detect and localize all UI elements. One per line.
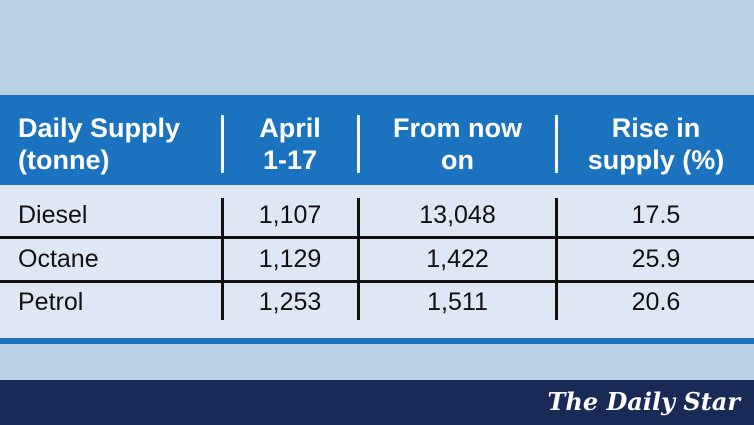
divider-band: [0, 338, 754, 344]
cell: 1,107: [258, 201, 322, 229]
header-cell: Daily Supply (tonne): [18, 112, 218, 176]
header-line: From now: [393, 113, 522, 143]
cell: 1,511: [427, 288, 488, 316]
footer-band: [0, 380, 754, 425]
header-line: 1-17: [262, 145, 318, 175]
logo: The Daily Star: [547, 387, 740, 416]
cell: 1,253: [258, 288, 322, 316]
cell: 1,422: [426, 245, 489, 273]
header-band: [0, 95, 754, 185]
cell: Octane: [18, 245, 99, 273]
header-line: on: [441, 145, 474, 175]
header-line: Daily Supply: [18, 113, 181, 143]
header-line: (tonne): [18, 145, 110, 175]
header-divider: [221, 115, 224, 173]
column-divider: [221, 198, 224, 320]
row-divider: [0, 280, 754, 283]
header-cell: Rise in supply (%): [558, 112, 754, 176]
header-line: Rise in: [611, 113, 701, 143]
cell: Petrol: [18, 288, 84, 316]
cell: Diesel: [18, 201, 88, 229]
header-divider: [555, 115, 558, 173]
row-divider: [0, 236, 754, 239]
header-cell: April 1-17: [224, 112, 356, 176]
header-cell: From now on: [360, 112, 555, 176]
cell: 25.9: [631, 245, 681, 273]
header-line: supply (%): [587, 145, 725, 175]
cell: 17.5: [631, 201, 681, 229]
header-divider: [357, 115, 360, 173]
table-body: [0, 185, 754, 338]
cell: 20.6: [631, 288, 681, 316]
header-line: April: [259, 113, 321, 143]
column-divider: [555, 198, 558, 320]
cell: 13,048: [419, 201, 496, 229]
cell: 1,129: [258, 245, 322, 273]
column-divider: [357, 198, 360, 320]
